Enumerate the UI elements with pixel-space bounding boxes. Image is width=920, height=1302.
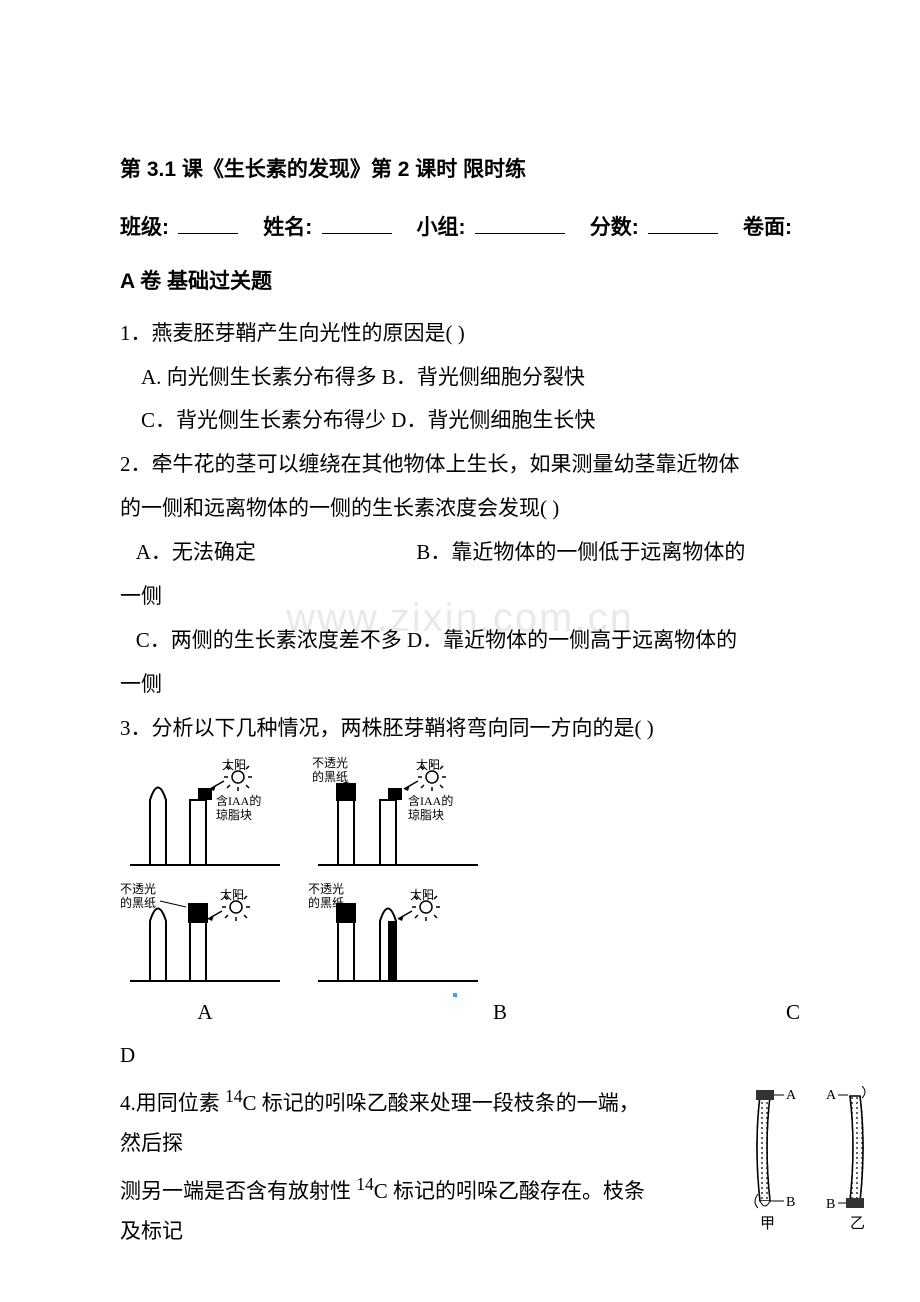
blank-name[interactable]: [322, 209, 392, 234]
section-a-label: A 卷 基础过关题: [120, 262, 800, 302]
q3-label-c: C: [760, 993, 800, 1033]
q4-fig-b-left: B: [786, 1195, 795, 1210]
q2-cont2: 一侧: [120, 665, 800, 705]
q3d2-paper-label-2: 的黑纸: [312, 769, 348, 784]
q4-line1: 4.用同位素 14C 标记的吲哚乙酸来处理一段枝条的一端，然后探: [120, 1080, 650, 1164]
q3d1-iaa-label-2: 琼脂块: [216, 807, 252, 822]
q3d2-paper-label-1: 不透光: [312, 756, 348, 770]
label-neat: 卷面:: [743, 216, 792, 239]
q3d4-paper-label-2: 的黑纸: [308, 895, 344, 910]
blank-score[interactable]: [648, 209, 718, 234]
lesson-title: 第 3.1 课《生长素的发现》第 2 课时 限时练: [120, 150, 800, 190]
blank-class[interactable]: [178, 209, 238, 234]
q3-diagram-4: 不透光 的黑纸 太阳: [308, 881, 488, 991]
q3d1-sun-label: 太阳: [222, 757, 246, 772]
label-group: 小组:: [417, 216, 466, 239]
label-class: 班级:: [120, 216, 169, 239]
q3d4-paper-label-1: 不透光: [308, 882, 344, 896]
q4-fig-a-right: A: [826, 1088, 837, 1103]
q2-stem-line1: 2．牵牛花的茎可以缠绕在其他物体上生长，如果测量幼茎靠近物体: [120, 445, 800, 485]
q2-opt-cd: C．两侧的生长素浓度差不多 D．靠近物体的一侧高于远离物体的: [136, 628, 737, 652]
q4-wrap: 4.用同位素 14C 标记的吲哚乙酸来处理一段枝条的一端，然后探 测另一端是否含…: [120, 1080, 800, 1252]
q3-diagrams-row1: 太阳 含IAA的 琼脂块: [120, 755, 800, 875]
q3-diagram-3: 不透光 的黑纸 太阳: [120, 881, 290, 991]
q3d3-sun-label: 太阳: [220, 887, 244, 902]
q4-line2: 测另一端是否含有放射性 14C 标记的吲哚乙酸存在。枝条及标记: [120, 1168, 650, 1252]
q1-stem: 1．燕麦胚芽鞘产生向光性的原因是( ): [120, 314, 800, 354]
q2-opt-b: B．靠近物体的一侧低于远离物体的: [416, 540, 745, 564]
q3d1-iaa-label-1: 含IAA的: [216, 793, 261, 808]
q3-label-b: B: [460, 993, 540, 1033]
page-content: 第 3.1 课《生长素的发现》第 2 课时 限时练 班级: 姓名: 小组: 分数…: [120, 150, 800, 1252]
decorative-dot: [453, 993, 457, 997]
q4-fig-b-right: B: [826, 1197, 835, 1212]
q1-opts-ab: A. 向光侧生长素分布得多 B．背光侧细胞分裂快: [120, 358, 800, 398]
q4-sup1: 14: [225, 1086, 243, 1106]
q3-option-labels: A B C: [120, 993, 800, 1033]
q2-cont1: 一侧: [120, 577, 800, 617]
label-score: 分数:: [590, 216, 639, 239]
q2-opts-row1: A．无法确定 B．靠近物体的一侧低于远离物体的: [120, 533, 800, 573]
student-info-line: 班级: 姓名: 小组: 分数: 卷面:: [120, 208, 800, 248]
q4-figure: A B 甲 A B 乙: [730, 1086, 900, 1250]
q3-label-d: D: [120, 1036, 800, 1076]
q3d3-paper-label-1: 不透光: [120, 882, 156, 896]
q3d2-iaa-label-1: 含IAA的: [408, 793, 453, 808]
q3d4-sun-label: 太阳: [410, 887, 434, 902]
q1-opts-cd: C．背光侧生长素分布得少 D．背光侧细胞生长快: [120, 401, 800, 441]
q3d3-paper-label-2: 的黑纸: [120, 895, 156, 910]
q2-opts-row2: C．两侧的生长素浓度差不多 D．靠近物体的一侧高于远离物体的: [120, 621, 800, 661]
q4-fig-jia: 甲: [760, 1216, 775, 1232]
q3-diagrams-row2: 不透光 的黑纸 太阳: [120, 881, 800, 991]
blank-group[interactable]: [475, 209, 565, 234]
q3-stem: 3．分析以下几种情况，两株胚芽鞘将弯向同一方向的是( ): [120, 709, 800, 749]
label-name: 姓名:: [263, 216, 312, 239]
q3-label-a: A: [120, 993, 290, 1033]
q2-stem-line2: 的一侧和远离物体的一侧的生长素浓度会发现( ): [120, 489, 800, 529]
q3-diagram-1: 太阳 含IAA的 琼脂块: [120, 755, 290, 875]
q4-sup2: 14: [356, 1174, 374, 1194]
q4-line1-a: 4.用同位素: [120, 1091, 225, 1115]
q2-opt-a: A．无法确定: [136, 540, 256, 564]
q4-fig-a-left: A: [786, 1088, 797, 1103]
q3d2-sun-label: 太阳: [416, 757, 440, 772]
q4-fig-yi: 乙: [850, 1216, 865, 1232]
q4-line2-a: 测另一端是否含有放射性: [120, 1179, 356, 1203]
q3d2-iaa-label-2: 琼脂块: [408, 807, 444, 822]
q3-diagram-2: 不透光 的黑纸 太阳 含IAA的 琼脂块: [308, 755, 488, 875]
